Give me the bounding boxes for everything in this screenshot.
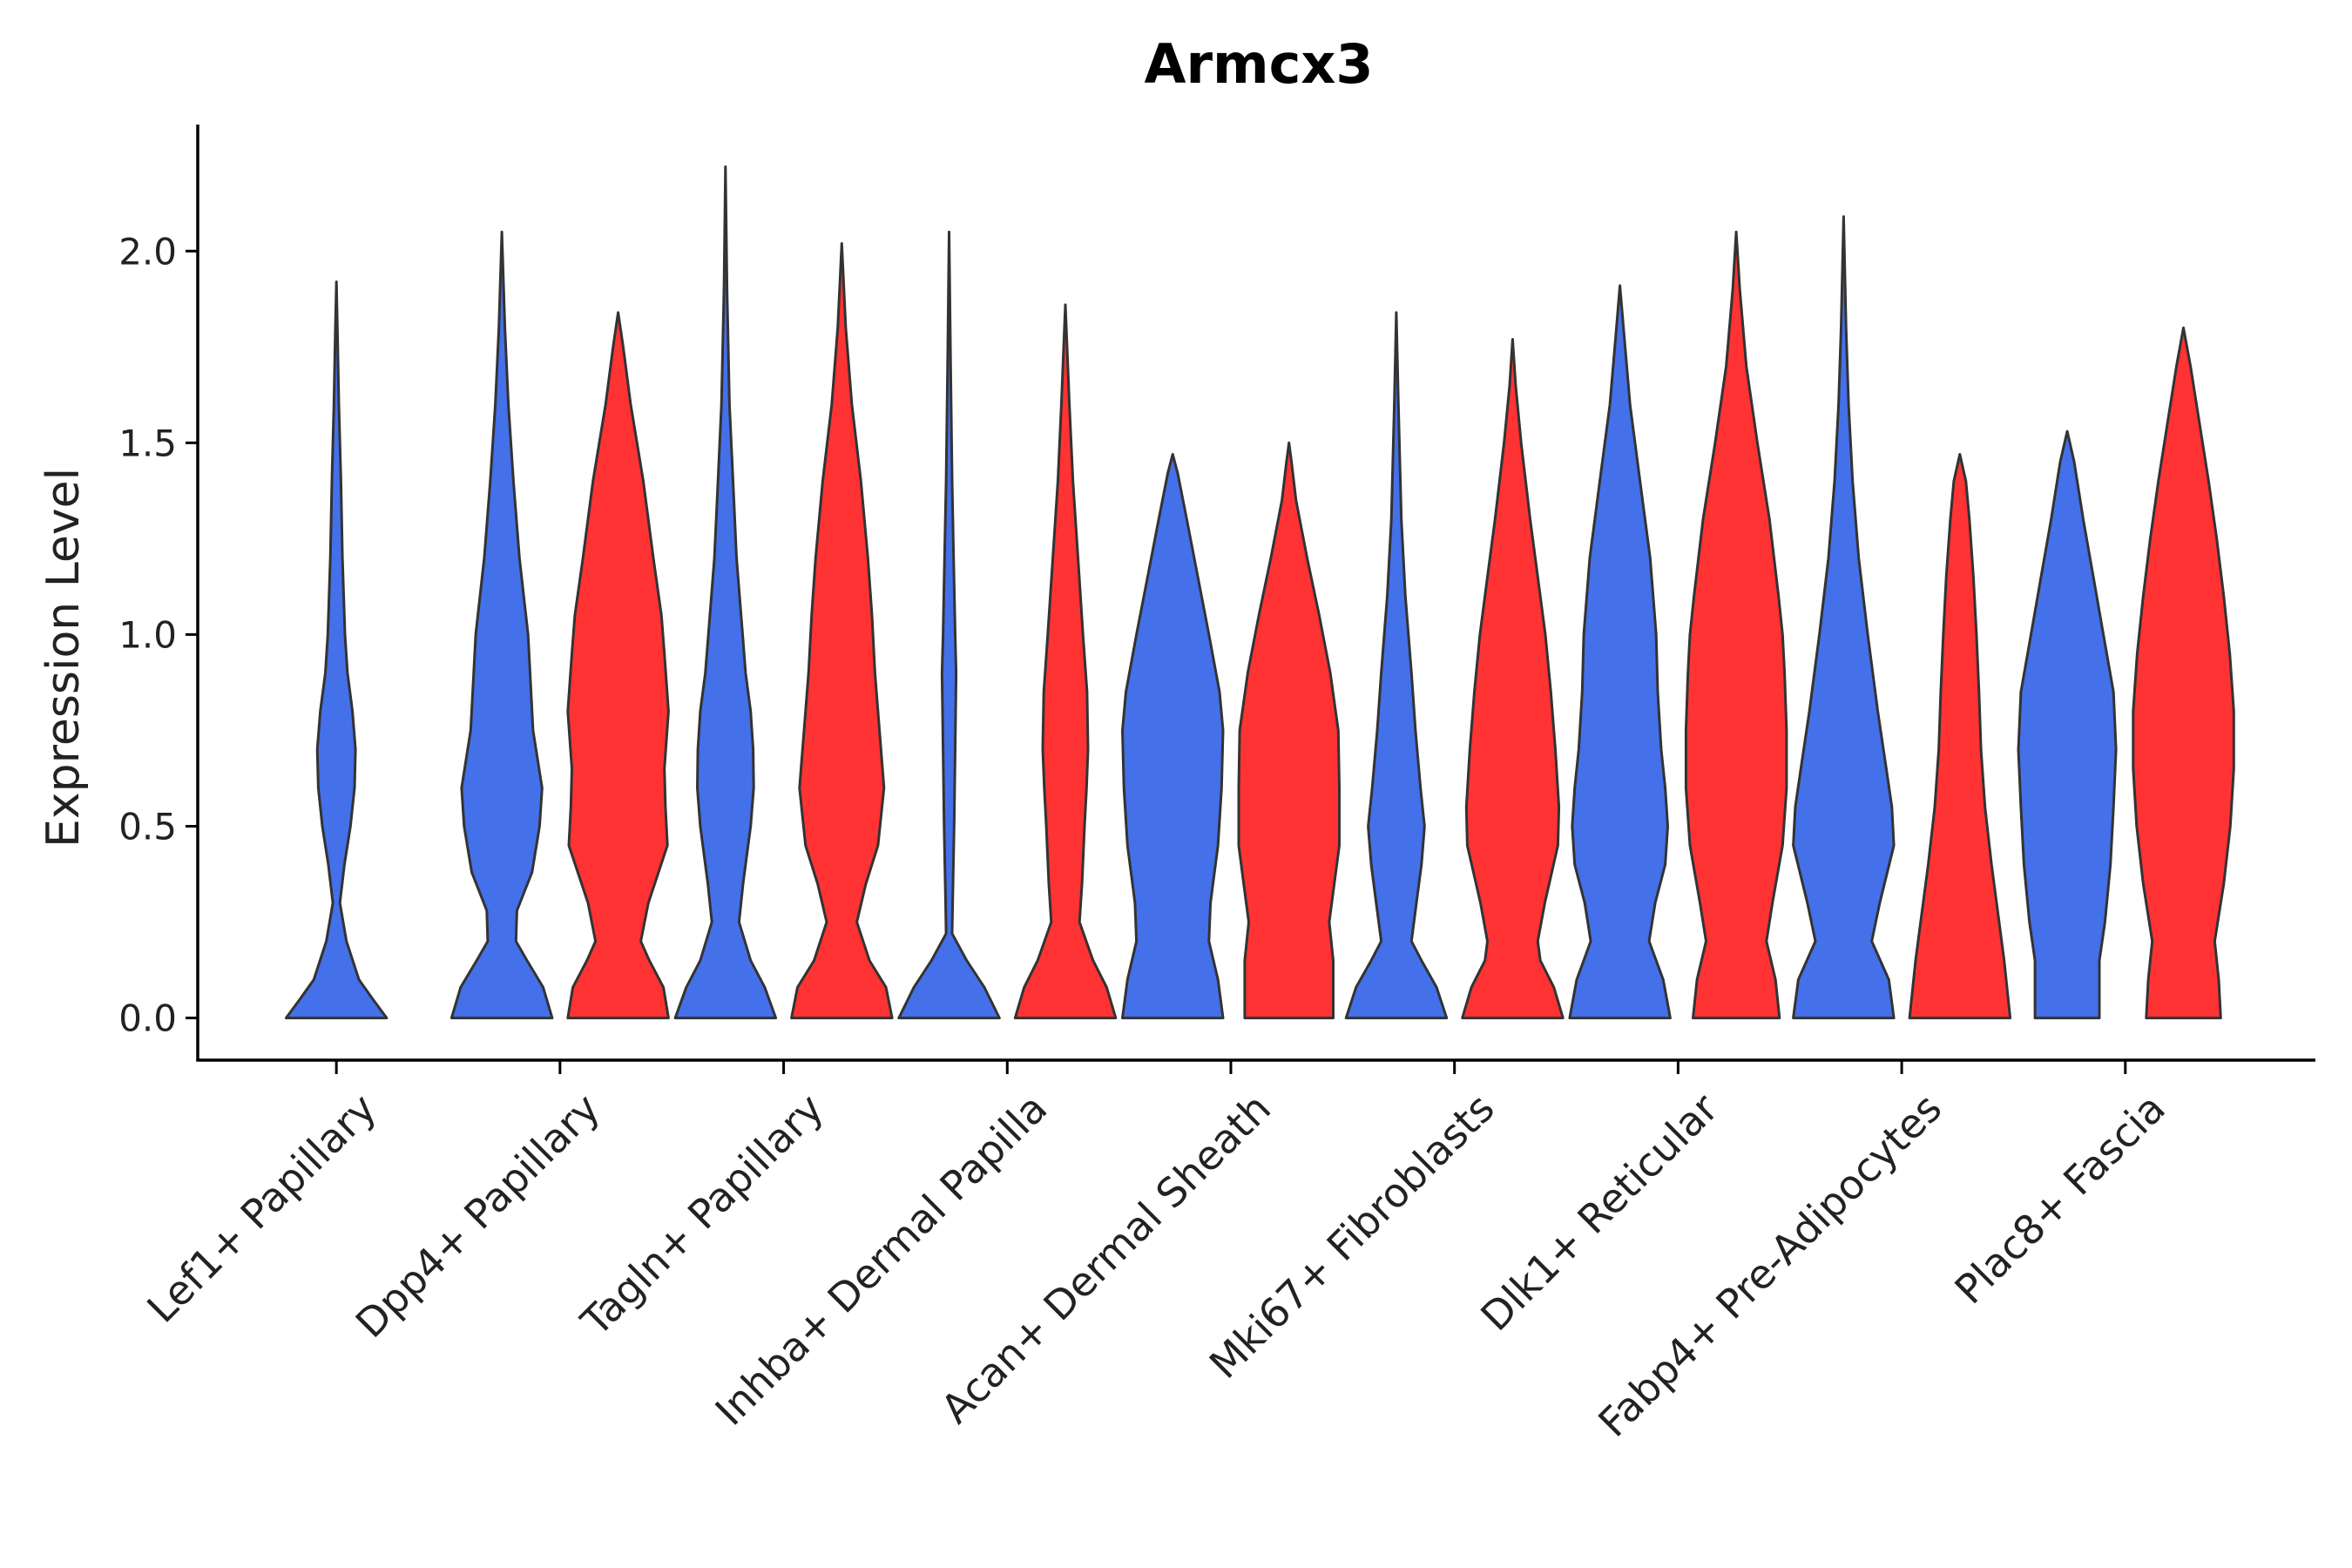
y-tick-label: 0.0 (118, 997, 177, 1040)
violin-blue-3 (897, 230, 1001, 1020)
violin-red-4 (1237, 441, 1341, 1020)
violin-blue-7 (1792, 215, 1896, 1020)
violin-blue-4 (1121, 453, 1225, 1020)
y-tick-label: 0.5 (118, 806, 177, 848)
x-tick-label: Tagln+ Papillary (571, 1085, 833, 1346)
violin-red-1 (566, 311, 670, 1020)
violin-blue-1 (449, 230, 554, 1020)
violins-group (284, 165, 2235, 1020)
violin-red-8 (2132, 326, 2235, 1020)
violin-red-7 (1908, 453, 2012, 1020)
violin-blue-0 (284, 280, 389, 1020)
y-tick-label: 1.5 (118, 422, 177, 464)
y-tick-label: 2.0 (118, 230, 177, 273)
violin-blue-8 (2017, 429, 2118, 1020)
y-axis-label: Expression Level (37, 468, 90, 848)
x-tick-label: Lef1+ Papillary (138, 1085, 385, 1332)
violin-blue-5 (1344, 311, 1449, 1020)
violin-red-2 (790, 242, 894, 1020)
chart-title: Armcx3 (1144, 32, 1373, 96)
y-tick-label: 1.0 (118, 613, 177, 656)
violin-red-5 (1461, 338, 1565, 1020)
x-tick-label: Dlk1+ Reticular (1471, 1085, 1727, 1340)
violin-red-6 (1684, 230, 1788, 1020)
violin-red-3 (1013, 303, 1118, 1020)
y-axis-ticks: 0.0 0.5 1.0 1.5 2.0 (118, 230, 198, 1040)
x-tick-label: Plac8+ Fascia (1946, 1085, 2174, 1313)
violin-blue-6 (1568, 284, 1672, 1020)
violin-blue-2 (673, 165, 778, 1020)
x-tick-label: Dpp4+ Papillary (347, 1085, 609, 1347)
